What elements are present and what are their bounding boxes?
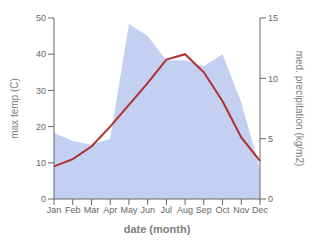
svg-text:med. precipitation (kg/m2): med. precipitation (kg/m2) bbox=[294, 51, 305, 167]
svg-text:Jan: Jan bbox=[47, 205, 62, 215]
svg-text:Oct: Oct bbox=[216, 205, 231, 215]
svg-text:Dec: Dec bbox=[252, 205, 269, 215]
svg-text:Sep: Sep bbox=[196, 205, 212, 215]
svg-text:Apr: Apr bbox=[103, 205, 117, 215]
svg-text:0: 0 bbox=[268, 194, 273, 204]
svg-text:10: 10 bbox=[36, 158, 46, 168]
svg-text:May: May bbox=[120, 205, 138, 215]
svg-text:50: 50 bbox=[36, 13, 46, 23]
svg-text:Nov: Nov bbox=[233, 205, 250, 215]
svg-text:30: 30 bbox=[36, 86, 46, 96]
svg-text:Jun: Jun bbox=[140, 205, 155, 215]
svg-text:Aug: Aug bbox=[177, 205, 193, 215]
svg-text:0: 0 bbox=[41, 194, 46, 204]
svg-text:date (month): date (month) bbox=[124, 223, 191, 235]
svg-text:Jul: Jul bbox=[161, 205, 173, 215]
svg-text:10: 10 bbox=[268, 74, 278, 84]
svg-text:Mar: Mar bbox=[84, 205, 100, 215]
svg-text:20: 20 bbox=[36, 122, 46, 132]
svg-text:max temp (C): max temp (C) bbox=[9, 78, 20, 139]
svg-text:15: 15 bbox=[268, 13, 278, 23]
svg-text:Feb: Feb bbox=[65, 205, 81, 215]
svg-text:40: 40 bbox=[36, 49, 46, 59]
svg-text:5: 5 bbox=[268, 134, 273, 144]
